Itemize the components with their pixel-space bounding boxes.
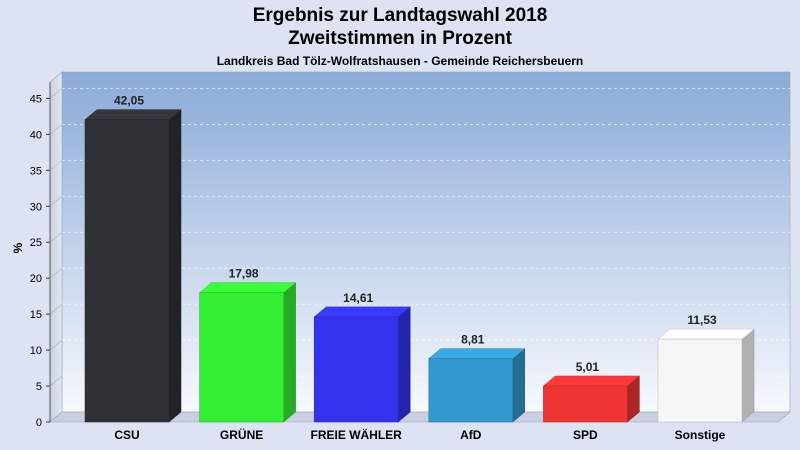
y-tick-label: 35 <box>30 165 42 177</box>
gridline-side <box>49 124 63 135</box>
bar-top <box>542 375 641 387</box>
bar-gr-ne <box>198 282 297 423</box>
bar-top <box>657 328 755 340</box>
y-tick-label: 20 <box>30 273 42 285</box>
bar-top <box>428 348 526 359</box>
x-tick-label: GRÜNE <box>220 427 263 442</box>
value-label: 8,81 <box>461 333 485 347</box>
y-tick-label: 15 <box>30 309 42 321</box>
x-tick-label: AfD <box>460 428 482 442</box>
x-tick-label: CSU <box>114 428 139 442</box>
gridline-side <box>49 231 63 243</box>
x-tick-label: FREIE WÄHLER <box>311 427 403 442</box>
y-tick-label: 40 <box>30 129 42 141</box>
chart-region: Landkreis Bad Tölz-Wolfratshausen - Geme… <box>216 54 584 68</box>
bar-top <box>198 282 297 293</box>
bar <box>428 358 514 423</box>
side-wall <box>49 71 63 423</box>
x-tick-label: Sonstige <box>675 428 726 442</box>
y-tick-label: 0 <box>36 417 42 429</box>
bar <box>657 338 743 423</box>
chart-title: Ergebnis zur Landtagswahl 2018 <box>252 5 548 26</box>
bar-side <box>512 348 526 423</box>
bar <box>313 316 399 423</box>
y-tick-label: 5 <box>36 381 42 393</box>
gridline-side <box>49 160 63 171</box>
x-tick-label: SPD <box>573 428 598 442</box>
bar <box>543 385 628 423</box>
bar <box>84 119 170 423</box>
value-label: 17,98 <box>229 267 259 281</box>
value-label: 5,01 <box>576 360 600 374</box>
bar-spd <box>542 375 641 423</box>
bar-csu <box>84 109 182 423</box>
bar-sonstige <box>657 328 755 423</box>
y-tick-label: 10 <box>30 345 42 357</box>
gridline-side <box>49 339 63 351</box>
y-tick-label: 25 <box>30 237 42 249</box>
bar-side <box>741 328 755 423</box>
value-label: 14,61 <box>343 291 373 305</box>
bar-side <box>168 109 182 423</box>
bar-side <box>283 282 296 423</box>
gridline-side <box>49 88 63 99</box>
bar-afd <box>428 348 526 423</box>
bar-freie-w-hler <box>313 306 411 423</box>
gridline-side <box>49 196 63 207</box>
gridline-side <box>49 267 63 279</box>
bar <box>199 292 284 423</box>
gridline-side <box>49 375 63 387</box>
title-block: Ergebnis zur Landtagswahl 2018 Zweitstim… <box>0 4 800 69</box>
y-axis-label: % <box>11 242 25 253</box>
bar-side <box>397 306 411 423</box>
bar-top <box>313 306 411 318</box>
y-tick-label: 30 <box>30 201 42 213</box>
value-label: 42,05 <box>114 94 144 108</box>
bar-top <box>84 109 182 120</box>
value-label: 11,53 <box>687 313 717 327</box>
chart-subtitle: Zweitstimmen in Prozent <box>288 28 512 49</box>
gridline-side <box>49 303 63 315</box>
y-tick-label: 45 <box>30 93 42 105</box>
